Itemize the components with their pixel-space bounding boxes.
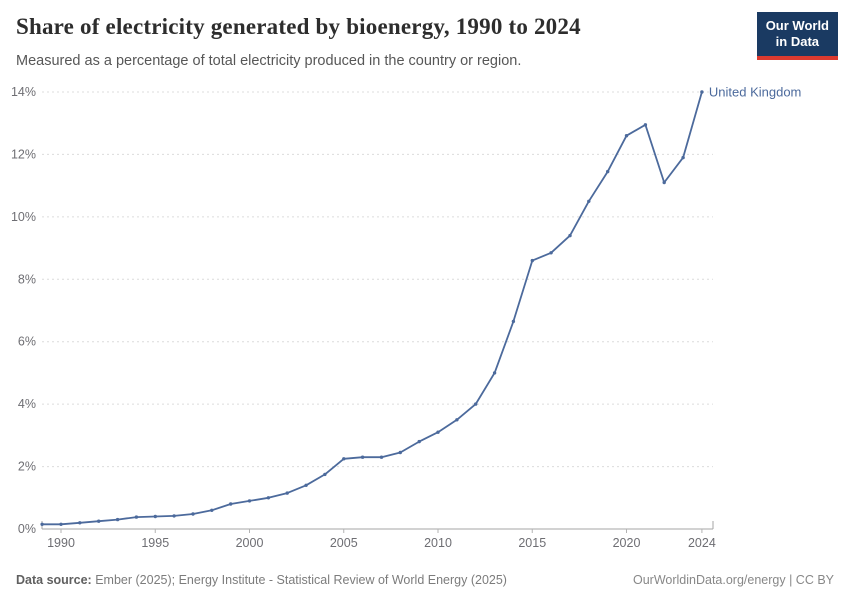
data-point	[398, 450, 402, 455]
y-tick-label: 10%	[11, 210, 36, 224]
data-point	[700, 90, 704, 94]
data-point	[643, 123, 648, 127]
y-tick-label: 2%	[18, 460, 36, 474]
y-tick-label: 14%	[11, 85, 36, 99]
x-tick-label: 2000	[236, 536, 264, 550]
data-point	[511, 319, 516, 324]
data-point	[474, 402, 478, 406]
data-point	[624, 134, 629, 138]
y-tick-label: 8%	[18, 272, 36, 286]
series-label: United Kingdom	[709, 85, 802, 100]
x-tick-label: 2010	[424, 536, 452, 550]
data-point	[78, 521, 82, 525]
data-point	[568, 233, 572, 238]
x-tick-label: 2005	[330, 536, 358, 550]
data-point	[436, 430, 440, 434]
data-source-label: Data source:	[16, 573, 92, 587]
owid-logo: Our World in Data	[756, 12, 838, 60]
data-point	[417, 439, 421, 444]
data-point	[229, 502, 233, 506]
data-point	[662, 180, 666, 185]
x-tick-label: 2024	[688, 536, 716, 550]
footer-link: OurWorldinData.org/energy | CC BY	[632, 573, 834, 587]
x-tick-label: 2020	[613, 536, 641, 550]
data-point	[549, 251, 553, 255]
data-point	[587, 199, 591, 203]
data-point	[304, 483, 308, 487]
data-point	[379, 455, 384, 459]
data-source-text: Ember (2025); Energy Institute - Statist…	[91, 573, 507, 587]
data-point	[455, 418, 459, 422]
chart-svg: 0% 2% 4% 6% 8% 10% 12% 14% 1990 1995 2000 2005 2010 2…	[11, 85, 802, 551]
y-tick-label: 6%	[18, 335, 36, 349]
data-point	[492, 371, 497, 375]
x-tick-label: 1990	[47, 536, 75, 550]
data-point	[323, 472, 327, 477]
x-tick-label: 1995	[141, 536, 169, 550]
data-point	[153, 514, 157, 519]
data-point	[606, 169, 610, 174]
data-point	[285, 491, 289, 495]
data-point	[115, 517, 120, 522]
chart-footer: Data source: Ember (2025); Energy Instit…	[16, 573, 834, 587]
page-title: Share of electricity generated by bioene…	[16, 14, 581, 39]
logo-line2: in Data	[775, 34, 820, 50]
data-source: Data source: Ember (2025); Energy Instit…	[16, 573, 507, 587]
logo-line1: Our World	[765, 18, 829, 33]
x-tick-label: 2015	[518, 536, 546, 550]
data-point	[134, 515, 139, 519]
data-point	[266, 496, 271, 500]
data-point	[360, 455, 365, 459]
y-tick-label: 0%	[18, 522, 36, 536]
data-point	[59, 522, 63, 526]
y-tick-label: 12%	[11, 147, 36, 161]
data-point	[210, 508, 214, 512]
data-point	[172, 514, 176, 518]
data-point	[191, 512, 195, 516]
data-point	[530, 258, 534, 263]
data-point	[342, 457, 346, 461]
chart-subtitle: Measured as a percentage of total electr…	[16, 53, 522, 69]
series-line	[41, 91, 703, 526]
data-point	[40, 522, 44, 526]
data-point	[681, 155, 685, 160]
y-tick-label: 4%	[18, 397, 36, 411]
data-point	[97, 519, 101, 523]
data-point	[247, 499, 252, 503]
